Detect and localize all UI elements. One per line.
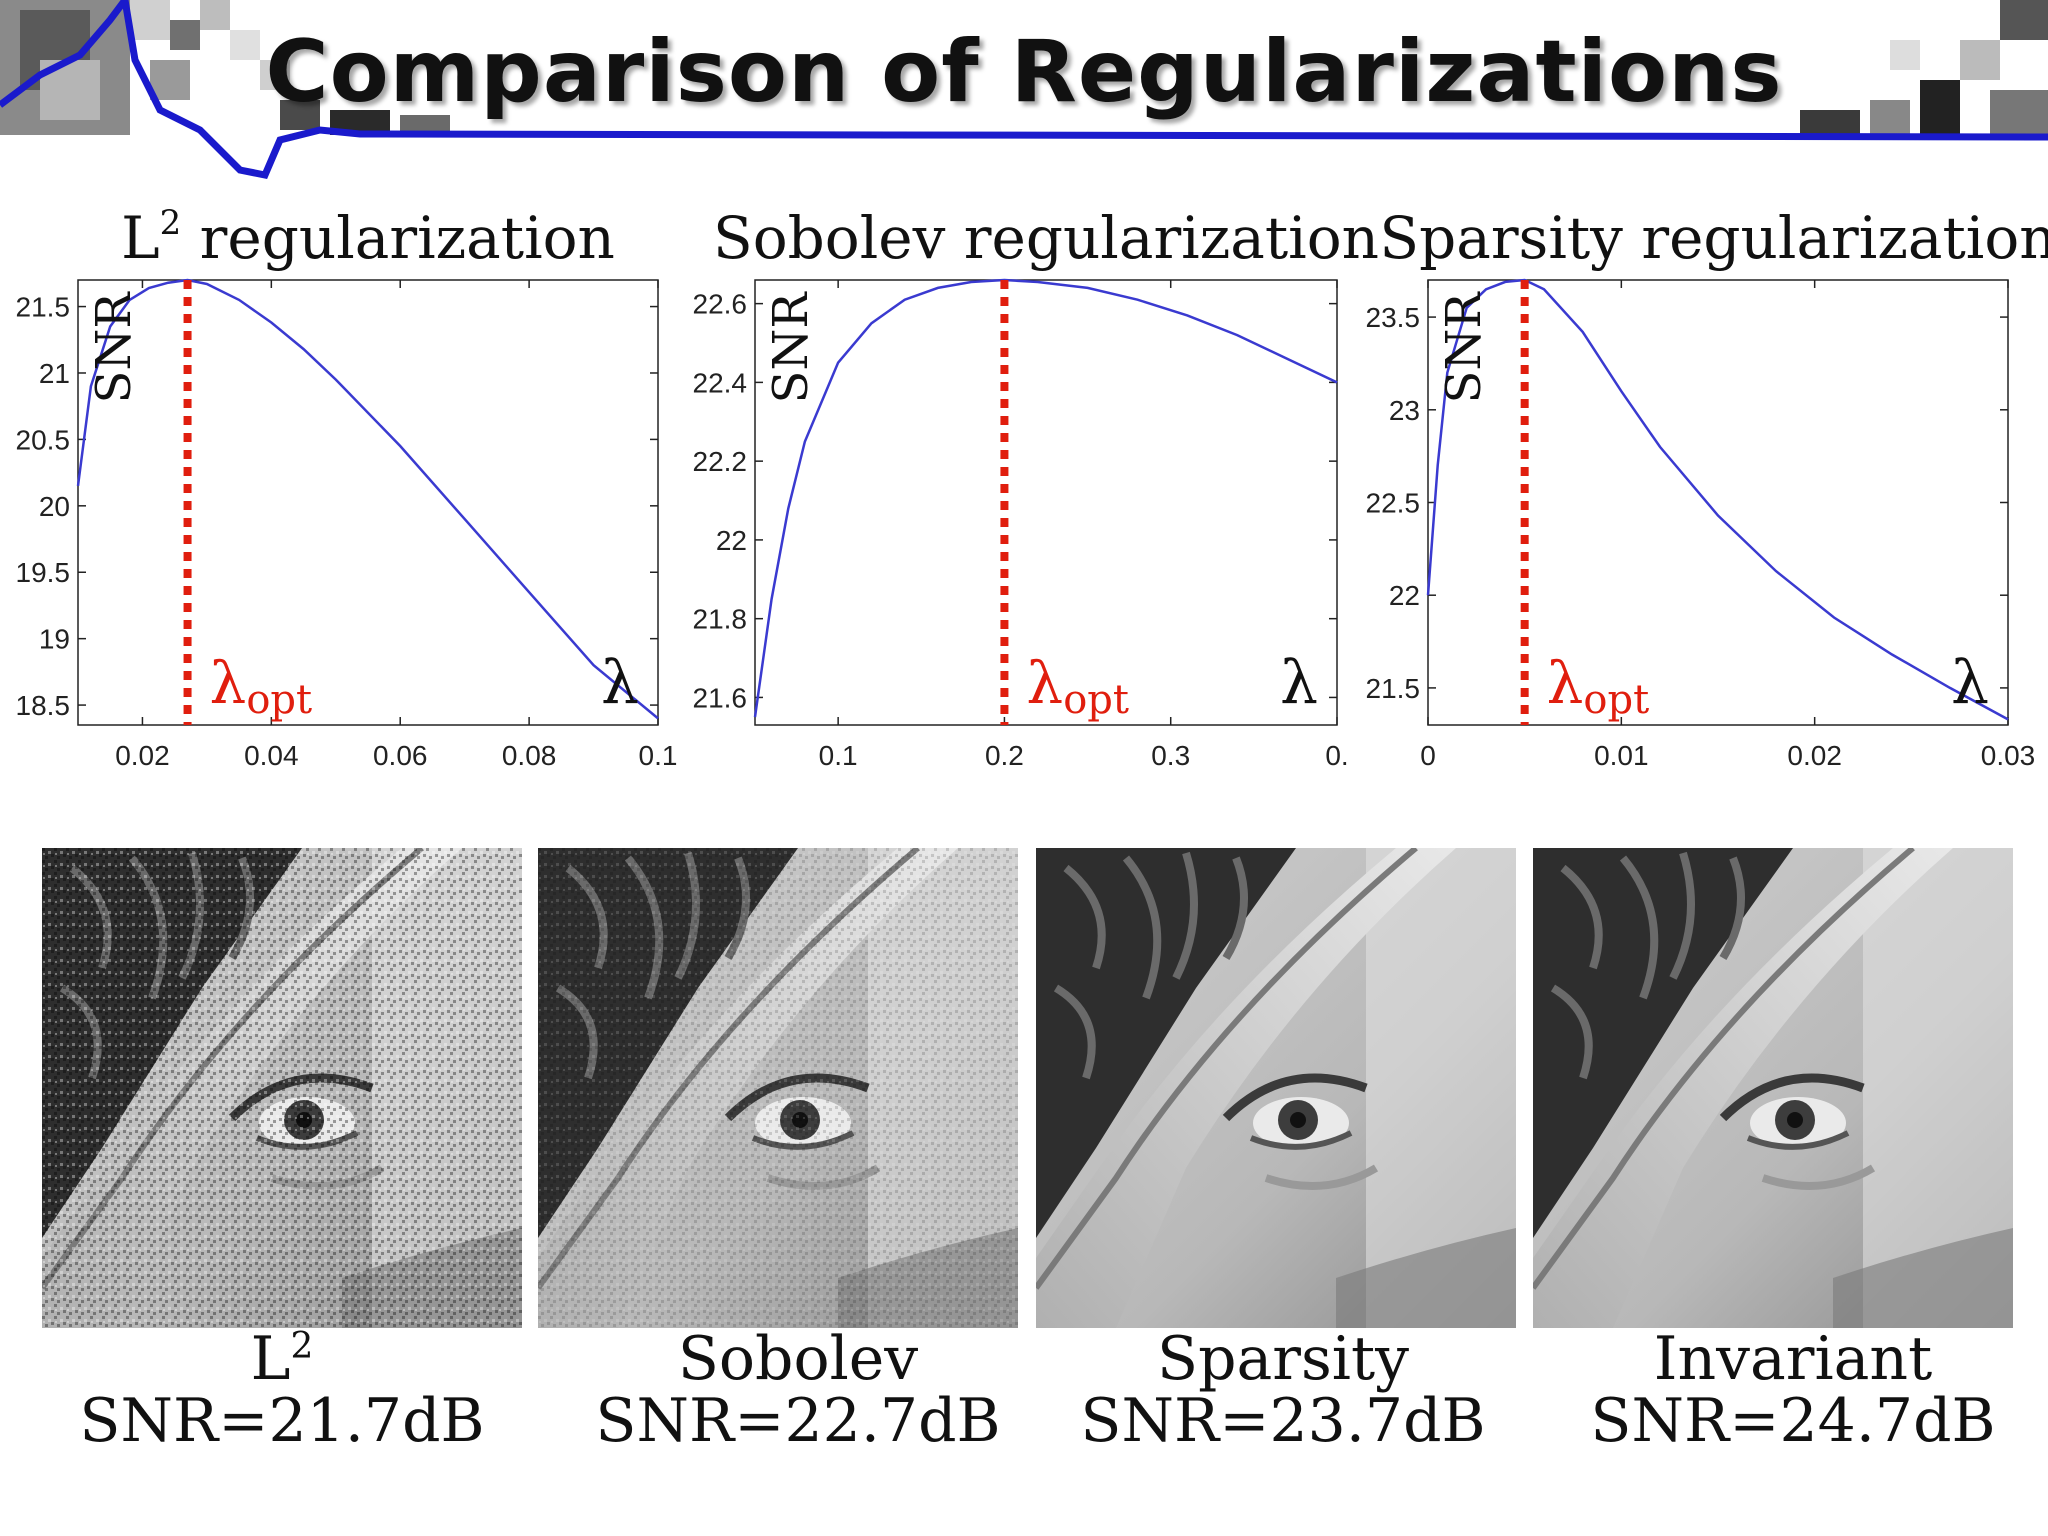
x-tick-label: 0. — [1325, 740, 1348, 771]
chart-title-main: L — [121, 204, 160, 272]
face-image-l2 — [42, 848, 522, 1328]
chart-title-main: Sparsity regularization — [1379, 204, 2048, 272]
slide-header: Comparison of Regularizations — [0, 0, 2048, 180]
caption-sparsity: Sparsity SNR=23.7dB — [1023, 1328, 1543, 1452]
y-tick-label: 22 — [716, 525, 747, 556]
snr-curve — [76, 278, 659, 720]
x-tick-label: 0.1 — [639, 740, 678, 771]
plot-frame — [77, 279, 659, 726]
header-decoration — [0, 0, 2048, 179]
chart-title: Sparsity regularization — [1379, 204, 2048, 272]
caption-l2: L2 SNR=21.7dB — [22, 1328, 542, 1452]
y-axis-label: SNR — [763, 291, 819, 404]
y-tick-label: 22.6 — [693, 289, 748, 320]
y-tick-label: 23 — [1389, 395, 1420, 426]
header-pixel-mosaic-right — [1800, 0, 2048, 135]
plot-frame — [1427, 279, 2009, 726]
x-axis-label: λ — [601, 648, 639, 718]
plot-frame — [754, 279, 1338, 726]
face-image-sparsity — [1036, 848, 1516, 1328]
lambda-opt-label: λopt — [1026, 649, 1129, 723]
y-tick-label: 19 — [39, 624, 70, 655]
chart-title-sup: 2 — [160, 203, 182, 243]
caption-sparsity-name: Sparsity — [1157, 1324, 1409, 1394]
y-tick-label: 21.5 — [16, 292, 71, 323]
chart-title-rest: regularization — [181, 204, 615, 272]
chart-2: Sparsity regularization 0 0.01 0.02 0.03 21.5… — [1366, 204, 2048, 771]
caption-l2-name: L2 — [250, 1324, 314, 1394]
x-tick-label: 0.08 — [502, 740, 557, 771]
y-tick-label: 21.8 — [693, 604, 748, 635]
y-axis-label: SNR — [86, 291, 142, 404]
chart-0: L2 regularization 0.02 0.04 0.06 0.08 0.1 18.5… — [16, 203, 678, 771]
x-tick-label: 0.02 — [1787, 740, 1842, 771]
lambda-opt-subscript: opt — [1063, 677, 1129, 723]
y-tick-label: 21.5 — [1366, 673, 1421, 704]
lambda-opt-subscript: opt — [1583, 677, 1649, 723]
caption-sobolev-snr: SNR=22.7dB — [595, 1386, 1001, 1456]
caption-sobolev: Sobolev SNR=22.7dB — [538, 1328, 1058, 1452]
x-tick-label: 0.04 — [244, 740, 299, 771]
chart-title: Sobolev regularization — [713, 204, 1379, 272]
caption-sobolev-name: Sobolev — [677, 1324, 919, 1394]
snr-curve — [1426, 278, 2009, 721]
y-tick-label: 19.5 — [16, 557, 71, 588]
x-tick-label: 0.03 — [1981, 740, 2036, 771]
lambda-opt-label: λopt — [1547, 649, 1650, 723]
y-tick-label: 22.4 — [693, 367, 748, 398]
x-tick-label: 0.01 — [1594, 740, 1649, 771]
x-tick-label: 0.3 — [1151, 740, 1190, 771]
caption-sparsity-snr: SNR=23.7dB — [1080, 1386, 1486, 1456]
y-tick-label: 20.5 — [16, 424, 71, 455]
lambda-opt-symbol: λ — [1547, 649, 1584, 717]
chart-title-main: Sobolev regularization — [713, 204, 1379, 272]
image-panel-sobolev — [538, 848, 1018, 1328]
y-tick-label: 21.6 — [693, 682, 748, 713]
caption-invariant-snr: SNR=24.7dB — [1590, 1386, 1996, 1456]
y-tick-label: 22.5 — [1366, 488, 1421, 519]
y-axis-label: SNR — [1436, 291, 1492, 404]
x-tick-label: 0.2 — [985, 740, 1024, 771]
chart-1: Sobolev regularization 0.1 0.2 0.3 0. 21.6 21.… — [693, 204, 1379, 771]
image-panel-invariant — [1533, 848, 2013, 1328]
y-tick-label: 22 — [1389, 580, 1420, 611]
image-panel-sparsity — [1036, 848, 1516, 1328]
x-tick-label: 0 — [1420, 740, 1436, 771]
y-tick-label: 22.2 — [693, 446, 748, 477]
x-axis-label: λ — [1951, 648, 1989, 718]
chart-title: L2 regularization — [121, 203, 615, 272]
lambda-opt-subscript: opt — [246, 677, 312, 723]
x-tick-label: 0.1 — [819, 740, 858, 771]
x-tick-label: 0.06 — [373, 740, 428, 771]
x-tick-label: 0.02 — [115, 740, 170, 771]
image-panel-l2 — [42, 848, 522, 1328]
lambda-opt-symbol: λ — [1026, 649, 1063, 717]
lambda-opt-label: λopt — [210, 649, 313, 723]
lambda-opt-symbol: λ — [210, 649, 247, 717]
face-image-sobolev — [538, 848, 1018, 1328]
header-blue-curve — [0, 0, 2048, 179]
face-image-invariant — [1533, 848, 2013, 1328]
snr-curve — [753, 278, 1338, 718]
y-tick-label: 18.5 — [16, 690, 71, 721]
caption-invariant-name: Invariant — [1653, 1324, 1933, 1394]
slide-title: Comparison of Regularizations — [265, 22, 1783, 122]
y-tick-label: 21 — [39, 358, 70, 389]
caption-invariant: Invariant SNR=24.7dB — [1533, 1328, 2048, 1452]
y-tick-label: 23.5 — [1366, 302, 1421, 333]
x-axis-label: λ — [1280, 648, 1318, 718]
y-tick-label: 20 — [39, 491, 70, 522]
caption-l2-snr: SNR=21.7dB — [79, 1386, 485, 1456]
